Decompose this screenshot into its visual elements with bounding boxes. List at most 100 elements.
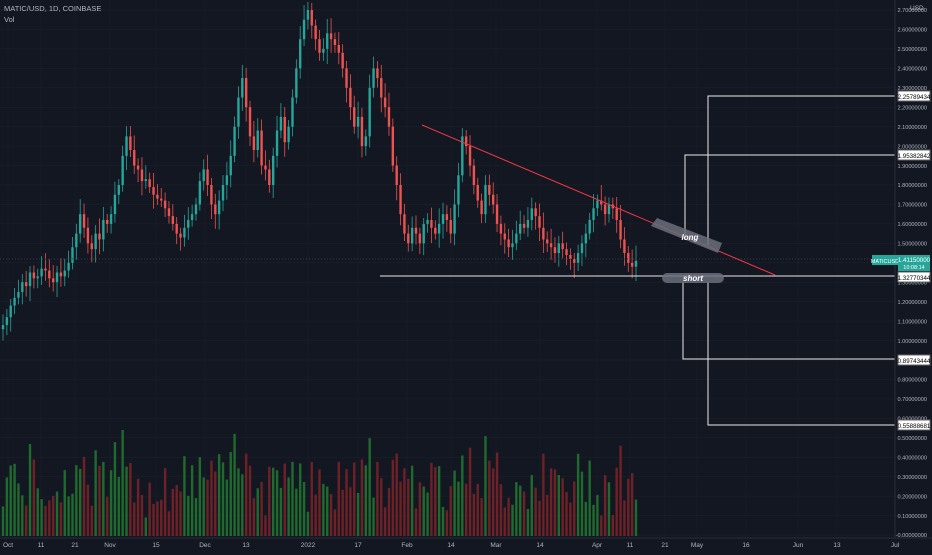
candle-body <box>491 194 495 205</box>
candle-body <box>36 276 39 279</box>
price-tick-label: 0.80000000 <box>897 378 927 384</box>
candle-body <box>588 220 591 234</box>
volume-bar <box>476 483 479 536</box>
candle-body <box>210 185 213 205</box>
candle-body <box>495 204 499 224</box>
volume-bar <box>333 509 337 536</box>
volume-bar <box>634 499 638 536</box>
volume-bar <box>515 482 518 536</box>
level-badge-3: 1.32770344 <box>897 271 931 283</box>
level-badge-bg <box>897 271 931 283</box>
candle-body <box>190 214 194 220</box>
price-tick-label: 0.70000000 <box>897 397 927 403</box>
volume-bar <box>356 492 360 536</box>
volume-bar <box>5 477 9 536</box>
candle-body <box>144 179 148 182</box>
volume-legend[interactable]: Vol <box>4 15 15 24</box>
volume-bar <box>78 468 82 536</box>
long-tag[interactable]: long <box>651 218 722 253</box>
candle-body <box>418 233 422 244</box>
volume-bar <box>418 482 422 536</box>
candle-body <box>287 126 290 143</box>
volume-bar <box>225 479 229 536</box>
volume-bar <box>445 510 449 536</box>
short-projection[interactable] <box>682 282 895 426</box>
candle-body <box>353 107 356 127</box>
time-tick-label: 11 <box>38 542 45 549</box>
level-badge-text: 0.89743444 <box>898 358 931 365</box>
candle-body <box>623 239 626 254</box>
short-tag-shape <box>662 273 724 283</box>
candle-body <box>202 169 205 182</box>
volume-bar <box>256 488 259 536</box>
candle-body <box>233 126 236 156</box>
time-tick-label: Nov <box>104 542 116 549</box>
time-ticks: Oct 11 21 Nov 15 Dec 13 2022 17 Feb 14 Mar 14 Apr 11 21… <box>3 542 900 549</box>
volume-bar <box>67 496 70 536</box>
volume-bar <box>102 461 105 536</box>
candle-body <box>32 272 36 279</box>
candle-body <box>125 136 128 156</box>
volume-bar <box>194 498 198 536</box>
volume-bar <box>291 461 294 536</box>
long-projection[interactable] <box>684 95 895 245</box>
volume-bar <box>190 465 194 536</box>
candle-body <box>264 165 267 170</box>
candle-body <box>221 185 225 201</box>
volume-bar <box>75 465 78 536</box>
candle-body <box>630 262 634 267</box>
volume-bar <box>553 469 557 536</box>
volume-bar <box>198 457 202 536</box>
candle-body <box>573 258 576 263</box>
volume-bar <box>376 461 379 536</box>
candle-body <box>260 130 263 166</box>
price-axis[interactable]: USD 2.70000000 2.60000000 2.50000000 2.4000… <box>871 0 932 539</box>
long-tag-shape <box>651 218 722 253</box>
volume-bar <box>28 444 32 536</box>
volume-bar <box>360 459 364 536</box>
volume-bar <box>596 495 599 536</box>
volume-bar <box>36 488 39 536</box>
candle-body <box>283 116 286 143</box>
time-tick-label: 17 <box>354 542 362 549</box>
candle-body <box>445 214 449 220</box>
candle-body <box>538 216 541 228</box>
volume-bar <box>86 484 90 536</box>
volume-bar <box>434 467 437 536</box>
time-tick-label: May <box>691 542 704 549</box>
candle-body <box>453 204 456 234</box>
level-badge-4: 0.89743444 <box>897 354 931 366</box>
time-tick-label: 13 <box>833 542 841 549</box>
candle-body <box>472 165 476 185</box>
volume-bar <box>275 470 279 536</box>
candle-body <box>437 223 441 234</box>
level-badge-2: 1.95382842 <box>897 149 931 161</box>
candle-body <box>67 262 70 271</box>
volume-bar <box>407 478 410 536</box>
volume-bar <box>615 467 618 536</box>
volume-bar <box>13 463 16 536</box>
symbol-info[interactable]: MATIC/USD, 1D, COINBASE <box>4 4 101 13</box>
candle-body <box>63 270 66 277</box>
time-axis[interactable]: Oct 11 21 Nov 15 Dec 13 2022 17 Feb 14 Mar 14 Apr 11 21… <box>0 537 932 549</box>
volume-bar <box>113 442 117 536</box>
candle-body <box>121 155 124 185</box>
volume-bar <box>32 459 36 536</box>
time-tick-label: Feb <box>401 542 413 549</box>
candle-body <box>546 239 549 244</box>
candle-body <box>28 272 32 287</box>
volume-bar <box>252 498 256 536</box>
candle-body <box>364 136 368 147</box>
candle-body <box>569 255 572 259</box>
candle-body <box>480 200 483 215</box>
candle-body <box>86 227 90 244</box>
volume-bar <box>364 465 368 536</box>
volume-bar <box>410 465 414 536</box>
candle-body <box>534 208 537 217</box>
candle-body <box>279 116 283 131</box>
short-tag[interactable]: short <box>662 273 724 283</box>
level-badge-1: 2.25789434 <box>897 90 931 102</box>
volume-bar <box>302 482 306 536</box>
candle-body <box>160 198 163 201</box>
